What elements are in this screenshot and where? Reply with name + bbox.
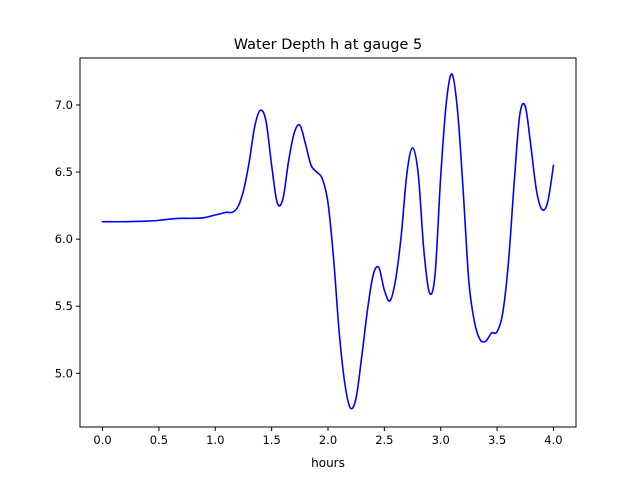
x-tick-label: 3.0 — [432, 433, 450, 447]
chart-title: Water Depth h at gauge 5 — [234, 37, 422, 53]
plot-frame — [79, 57, 577, 428]
x-tick-label: 2.0 — [319, 433, 337, 447]
x-tick-label: 4.0 — [544, 433, 562, 447]
x-tick-label: 1.0 — [206, 433, 224, 447]
y-tick-label: 5.5 — [55, 299, 73, 313]
y-tick-label: 7.0 — [55, 98, 73, 112]
x-tick-label: 1.5 — [262, 433, 280, 447]
y-tick-label: 6.5 — [55, 165, 73, 179]
x-axis-label: hours — [311, 456, 345, 470]
x-tick-label: 0.0 — [93, 433, 111, 447]
x-tick-label: 2.5 — [375, 433, 393, 447]
y-tick-label: 6.0 — [55, 232, 73, 246]
y-tick-label: 5.0 — [55, 366, 73, 380]
series-line-0 — [101, 73, 555, 410]
x-tick-label: 0.5 — [150, 433, 168, 447]
x-tick-label: 3.5 — [488, 433, 506, 447]
